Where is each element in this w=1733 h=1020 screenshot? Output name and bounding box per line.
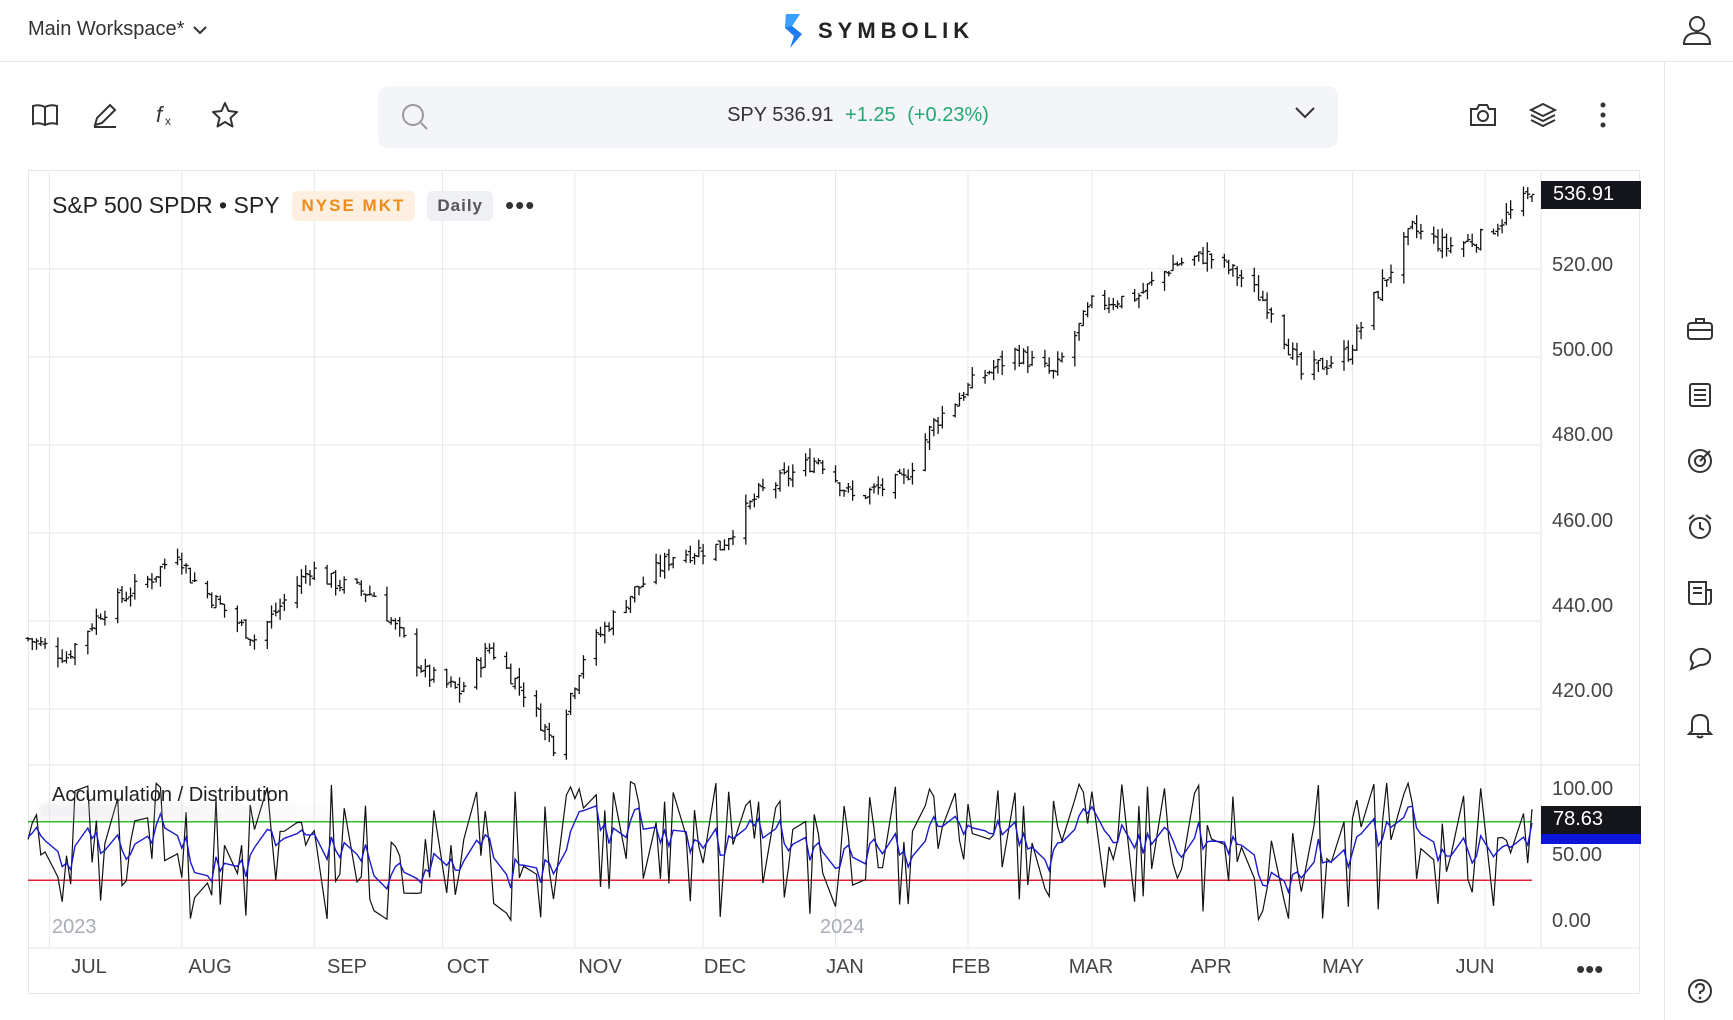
month-label: OCT: [446, 956, 490, 978]
user-icon[interactable]: [1682, 14, 1712, 51]
month-label: FEB: [951, 956, 991, 978]
bell-icon[interactable]: [1685, 710, 1715, 740]
chart-title: S&P 500 SPDR • SPY: [52, 192, 280, 218]
quote-symbol: SPY: [727, 104, 767, 126]
list-icon[interactable]: [1685, 380, 1715, 410]
briefcase-icon[interactable]: [1685, 314, 1715, 344]
symbolik-logo-icon: [785, 14, 802, 48]
exchange-badge: NYSE MKT: [291, 190, 416, 221]
chart-more-button[interactable]: •••: [505, 190, 536, 220]
price-tick: 420.00: [1552, 680, 1614, 702]
help-icon[interactable]: [1685, 976, 1715, 1006]
workspace-name: Main Workspace*: [28, 18, 185, 40]
symbol-search[interactable]: SPY 536.91 +1.25 (+0.23%): [378, 86, 1338, 148]
price-tick: 460.00: [1552, 510, 1614, 532]
top-bar: Main Workspace* SYMBOLIK: [0, 0, 1733, 62]
month-label: MAR: [1068, 956, 1114, 978]
pencil-icon[interactable]: [88, 98, 122, 132]
month-label: JAN: [826, 956, 864, 978]
ad-oscillator-line: [27, 780, 1533, 923]
axis-more-button[interactable]: •••: [1576, 954, 1604, 984]
quote-price: 536.91: [772, 104, 834, 126]
chevron-down-icon[interactable]: [1294, 106, 1316, 125]
price-tick: 520.00: [1552, 254, 1614, 276]
alarm-icon[interactable]: [1685, 512, 1715, 542]
month-label: NOV: [578, 956, 622, 978]
osc-signal-label: [1541, 834, 1641, 844]
month-label: DEC: [703, 956, 747, 978]
price-tick: 440.00: [1552, 595, 1614, 617]
more-vertical-icon[interactable]: [1586, 98, 1620, 132]
osc-tick: 100.00: [1552, 778, 1614, 800]
month-label: MAY: [1322, 956, 1364, 978]
chevron-down-icon: [193, 25, 208, 34]
app-logo[interactable]: SYMBOLIK: [782, 12, 974, 50]
price-tick: 500.00: [1552, 339, 1614, 361]
book-icon[interactable]: [28, 98, 62, 132]
quote-summary: SPY 536.91 +1.25 (+0.23%): [378, 104, 1338, 127]
news-icon[interactable]: [1685, 578, 1715, 608]
chat-icon[interactable]: [1685, 644, 1715, 674]
osc-last-label: 78.63: [1541, 806, 1641, 834]
osc-tick: 50.00: [1552, 844, 1603, 866]
chart-header: S&P 500 SPDR • SPY NYSE MKT Daily •••: [52, 190, 535, 221]
year-label: 2024: [820, 916, 865, 938]
workspace-selector[interactable]: Main Workspace*: [28, 18, 208, 41]
right-sidebar: [1664, 62, 1733, 1020]
interval-button[interactable]: Daily: [427, 190, 494, 221]
target-icon[interactable]: [1685, 446, 1715, 476]
last-price-label: 536.91: [1541, 181, 1641, 209]
star-icon[interactable]: [208, 98, 242, 132]
search-icon[interactable]: [400, 102, 430, 137]
svg-text:x: x: [165, 114, 171, 128]
month-label: APR: [1190, 956, 1232, 978]
oscillator-values-faded: [40, 804, 340, 818]
quote-change-pct: (+0.23%): [907, 104, 989, 126]
month-label: JUN: [1455, 956, 1495, 978]
oscillator-title: Accumulation / Distribution: [52, 784, 289, 806]
quote-change: +1.25: [845, 104, 896, 126]
price-tick: 480.00: [1552, 424, 1614, 446]
osc-tick: 0.00: [1552, 910, 1591, 932]
logo-text: SYMBOLIK: [818, 18, 975, 43]
month-label: AUG: [188, 956, 232, 978]
chart-panel[interactable]: [28, 170, 1640, 994]
month-label: JUL: [71, 956, 107, 978]
ad-signal-line: [27, 804, 1533, 895]
camera-icon[interactable]: [1466, 98, 1500, 132]
svg-text:f: f: [156, 102, 165, 127]
year-label: 2023: [52, 916, 97, 938]
month-label: SEP: [326, 956, 368, 978]
layers-icon[interactable]: [1526, 98, 1560, 132]
